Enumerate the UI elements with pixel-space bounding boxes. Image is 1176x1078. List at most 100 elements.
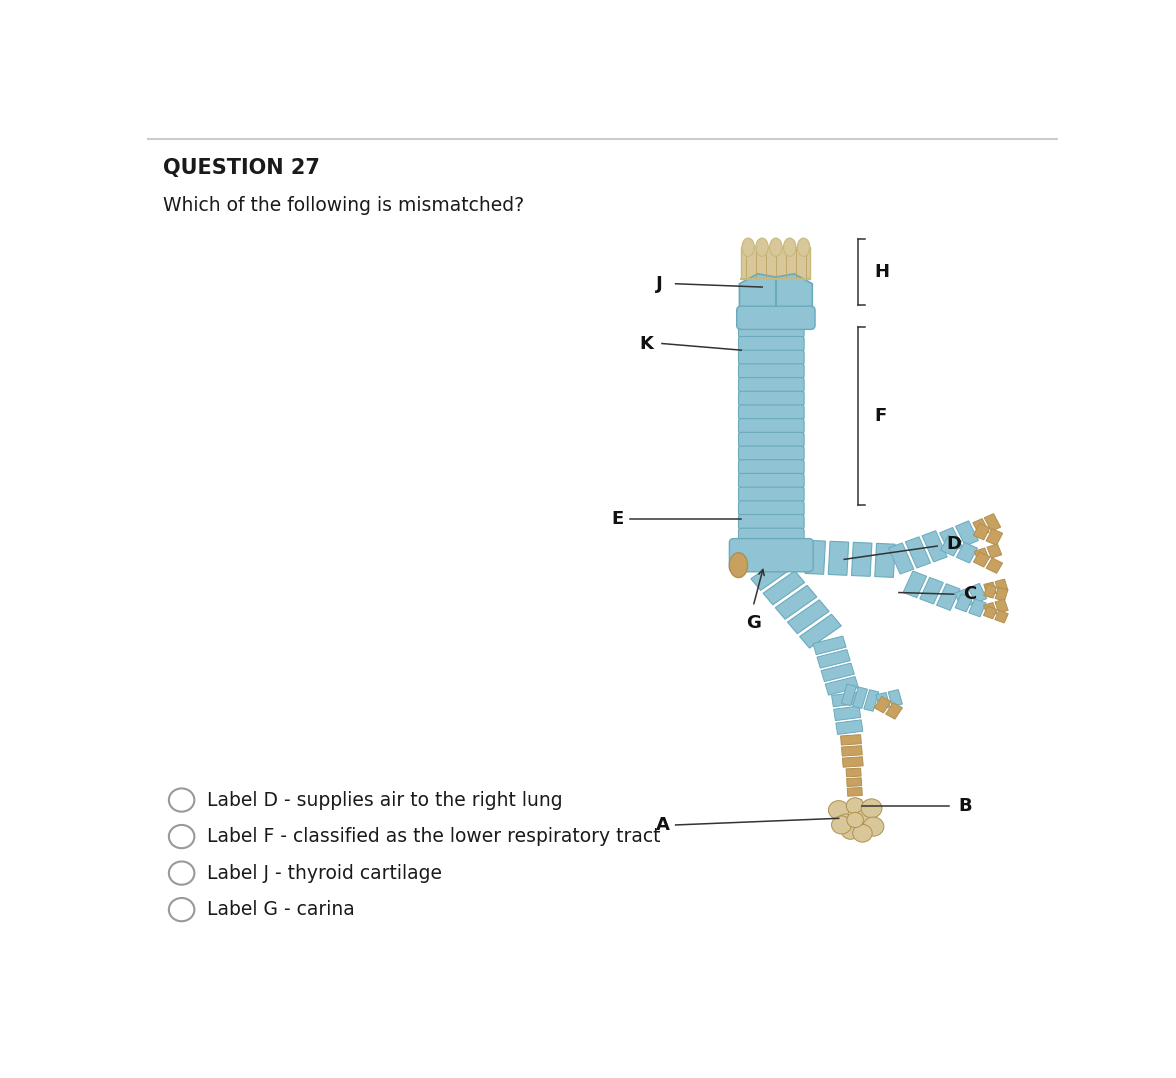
Bar (743, 335, 800, 338)
FancyBboxPatch shape (739, 336, 804, 351)
Text: Label D - supplies air to the right lung: Label D - supplies air to the right lung (207, 790, 563, 810)
Ellipse shape (783, 238, 796, 257)
Polygon shape (889, 543, 914, 575)
Circle shape (831, 816, 851, 834)
Polygon shape (846, 769, 861, 777)
Polygon shape (806, 540, 826, 575)
FancyBboxPatch shape (739, 501, 804, 515)
Polygon shape (842, 757, 863, 768)
FancyBboxPatch shape (739, 487, 804, 502)
FancyBboxPatch shape (729, 539, 814, 571)
Bar (743, 458, 800, 462)
Polygon shape (853, 687, 868, 708)
Polygon shape (956, 542, 977, 563)
Text: QUESTION 27: QUESTION 27 (163, 157, 320, 178)
Polygon shape (955, 594, 973, 612)
Polygon shape (813, 636, 846, 654)
Polygon shape (826, 677, 858, 695)
Polygon shape (888, 690, 902, 706)
Polygon shape (968, 583, 987, 603)
Polygon shape (983, 606, 997, 619)
Text: F: F (874, 406, 887, 425)
Bar (743, 486, 800, 489)
Polygon shape (828, 541, 849, 576)
Polygon shape (740, 274, 813, 310)
Polygon shape (995, 579, 1008, 593)
Polygon shape (886, 703, 902, 719)
FancyBboxPatch shape (739, 391, 804, 406)
Polygon shape (821, 663, 854, 681)
Bar (743, 499, 800, 503)
Polygon shape (874, 696, 891, 713)
FancyBboxPatch shape (739, 446, 804, 461)
Bar (743, 403, 800, 407)
Polygon shape (841, 685, 856, 706)
Polygon shape (995, 588, 1008, 600)
Bar (743, 513, 800, 517)
FancyBboxPatch shape (739, 350, 804, 365)
FancyBboxPatch shape (739, 322, 804, 337)
Circle shape (863, 817, 884, 837)
Polygon shape (775, 585, 817, 619)
Text: A: A (655, 816, 669, 834)
Polygon shape (906, 537, 930, 568)
FancyBboxPatch shape (739, 364, 804, 378)
FancyBboxPatch shape (739, 405, 804, 419)
Polygon shape (985, 529, 1003, 545)
Polygon shape (875, 543, 895, 578)
Polygon shape (836, 720, 863, 734)
Bar (743, 362, 800, 367)
Circle shape (847, 798, 864, 814)
Polygon shape (817, 650, 850, 668)
Polygon shape (940, 527, 962, 553)
Polygon shape (984, 584, 996, 598)
Text: Label G - carina: Label G - carina (207, 900, 355, 920)
Polygon shape (903, 571, 927, 597)
Text: J: J (655, 275, 662, 293)
Polygon shape (841, 734, 861, 745)
FancyBboxPatch shape (736, 306, 815, 330)
Text: D: D (947, 536, 961, 553)
FancyBboxPatch shape (739, 418, 804, 433)
Polygon shape (851, 542, 871, 577)
Ellipse shape (729, 553, 748, 578)
Polygon shape (920, 578, 943, 604)
Text: G: G (746, 614, 761, 632)
Circle shape (855, 810, 874, 827)
Ellipse shape (797, 238, 810, 257)
Ellipse shape (742, 238, 754, 257)
FancyBboxPatch shape (739, 514, 804, 529)
Polygon shape (876, 692, 890, 709)
Polygon shape (831, 692, 858, 707)
Polygon shape (941, 536, 962, 556)
Polygon shape (834, 706, 861, 720)
Polygon shape (847, 778, 862, 787)
Text: B: B (958, 797, 971, 815)
Polygon shape (955, 589, 973, 608)
Polygon shape (788, 599, 829, 634)
Text: E: E (612, 511, 624, 528)
FancyBboxPatch shape (739, 473, 804, 488)
Text: K: K (640, 334, 653, 353)
Polygon shape (922, 530, 947, 562)
Polygon shape (984, 582, 996, 596)
Polygon shape (984, 513, 1001, 531)
Bar (743, 527, 800, 530)
Polygon shape (763, 571, 804, 605)
Bar (743, 417, 800, 421)
Polygon shape (936, 584, 960, 610)
Ellipse shape (769, 238, 782, 257)
Bar (743, 472, 800, 475)
Text: Which of the following is mismatched?: Which of the following is mismatched? (163, 196, 524, 215)
Circle shape (841, 823, 860, 840)
Polygon shape (995, 610, 1008, 623)
Circle shape (836, 814, 855, 831)
Polygon shape (995, 599, 1008, 613)
Polygon shape (955, 521, 978, 545)
Polygon shape (987, 543, 1002, 558)
Circle shape (828, 801, 849, 819)
Polygon shape (847, 788, 862, 797)
Bar (741, 247, 810, 279)
Text: Label F - classified as the lower respiratory tract: Label F - classified as the lower respir… (207, 827, 661, 846)
Text: Label J - thyroid cartilage: Label J - thyroid cartilage (207, 863, 442, 883)
